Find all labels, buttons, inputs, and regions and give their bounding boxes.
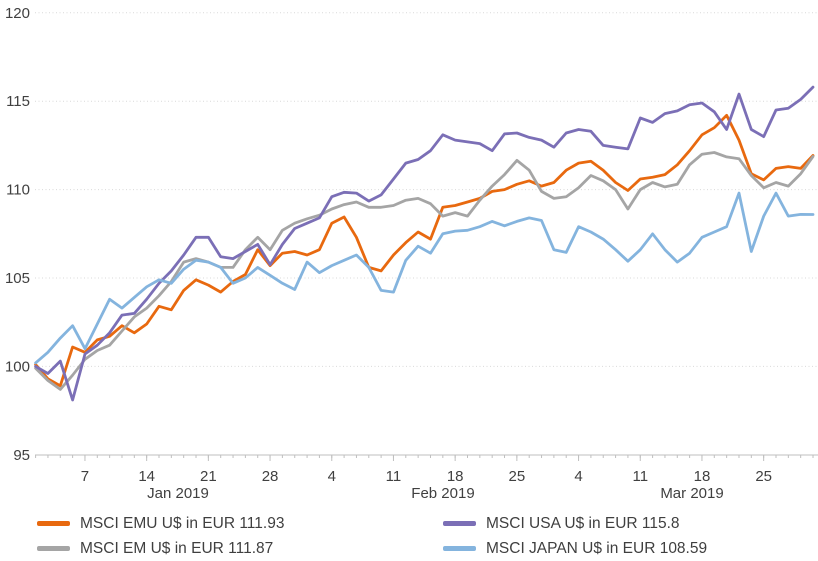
x-axis-label: 21 — [200, 468, 217, 485]
x-axis-label: 25 — [755, 468, 772, 485]
series-line-msci-usa-u-in-eur — [34, 85, 815, 402]
series-line-msci-emu-u-in-eur — [34, 113, 815, 388]
x-axis-label: 25 — [509, 468, 526, 485]
x-axis-label: 28 — [262, 468, 279, 485]
y-axis-label: 120 — [5, 5, 30, 22]
legend-label-em: MSCI EM U$ in EUR 111.87 — [80, 539, 274, 557]
x-axis-month-label: Jan 2019 — [147, 485, 209, 502]
legend-swatch-emu — [37, 521, 70, 526]
legend-item-em: MSCI EM U$ in EUR 111.87 — [37, 540, 443, 558]
y-axis-label: 105 — [5, 270, 30, 287]
legend-label-japan: MSCI JAPAN U$ in EUR 108.59 — [486, 539, 708, 557]
legend-label-usa: MSCI USA U$ in EUR 115.8 — [486, 514, 680, 532]
legend-item-emu: MSCI EMU U$ in EUR 111.93 — [37, 515, 443, 533]
x-axis-label: 18 — [694, 468, 711, 485]
x-axis-label: 4 — [574, 468, 582, 485]
legend-swatch-em — [37, 546, 70, 551]
chart-legend: MSCI EMU U$ in EUR 111.93 MSCI USA U$ in… — [37, 511, 707, 561]
x-axis-label: 14 — [138, 468, 155, 485]
x-axis-month-label: Feb 2019 — [411, 485, 474, 502]
series-line-msci-japan-u-in-eur — [34, 191, 815, 365]
legend-item-japan: MSCI JAPAN U$ in EUR 108.59 — [443, 540, 707, 558]
x-axis-label: 11 — [386, 468, 402, 485]
legend-label-emu: MSCI EMU U$ in EUR 111.93 — [80, 514, 285, 532]
x-axis-label: 11 — [632, 468, 648, 485]
y-axis-label: 110 — [6, 182, 30, 199]
x-axis-label: 4 — [328, 468, 336, 485]
series-line-msci-em-u-in-eur — [34, 151, 815, 391]
legend-item-usa: MSCI USA U$ in EUR 115.8 — [443, 515, 707, 533]
legend-swatch-japan — [443, 546, 476, 551]
legend-swatch-usa — [443, 521, 476, 526]
y-axis-label: 95 — [13, 447, 30, 464]
y-axis-label: 115 — [6, 93, 30, 110]
x-axis-month-label: Mar 2019 — [660, 485, 723, 502]
y-axis-label: 100 — [5, 358, 30, 375]
x-axis-label: 18 — [447, 468, 464, 485]
x-axis-label: 7 — [81, 468, 89, 485]
